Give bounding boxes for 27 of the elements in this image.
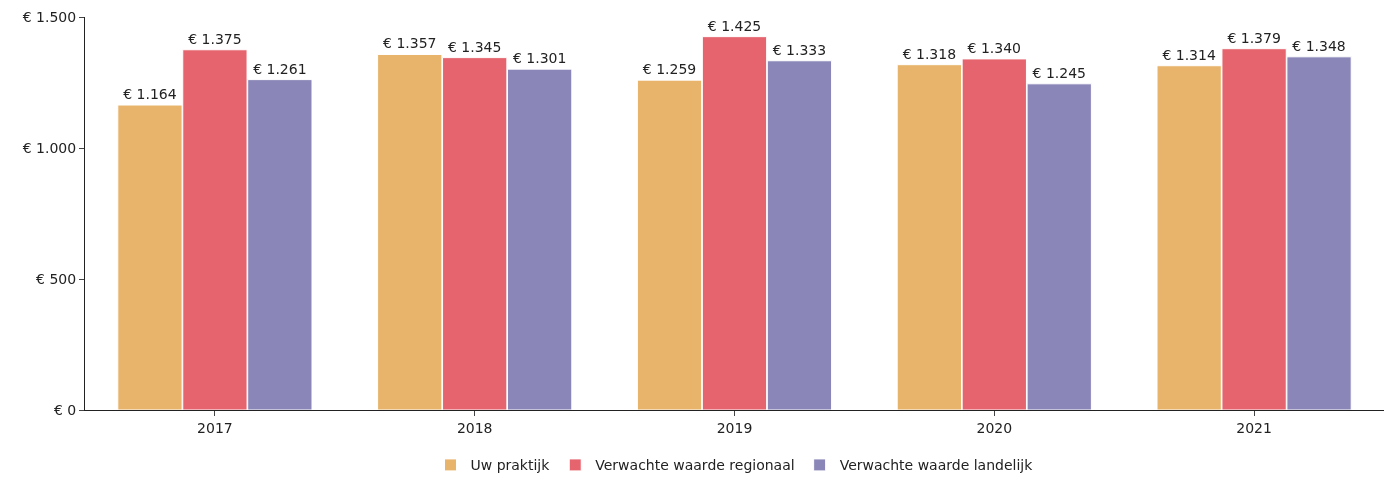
x-tick-label: 2017 (197, 419, 233, 436)
x-tick-label: 2019 (716, 419, 753, 436)
y-tick-label: € 1.500 (22, 8, 77, 25)
y-tick-label: € 0 (53, 401, 77, 418)
data-label: € 1.261 (253, 60, 307, 77)
x-tick-label: 2020 (976, 419, 1013, 436)
legend-label: Verwachte waarde regionaal (595, 457, 795, 474)
data-label: € 1.340 (967, 39, 1022, 56)
data-label: € 1.259 (642, 61, 697, 78)
data-label: € 1.425 (707, 17, 762, 34)
y-tick-label: € 1.000 (22, 139, 77, 156)
y-tick-label: € 500 (36, 270, 77, 287)
data-label: € 1.379 (1227, 29, 1281, 46)
x-tick-label: 2021 (1236, 419, 1272, 436)
data-label: € 1.333 (772, 41, 827, 58)
data-label: € 1.375 (188, 30, 242, 47)
data-label: € 1.245 (1032, 64, 1086, 81)
x-tick-label: 2018 (456, 419, 493, 436)
data-label: € 1.357 (383, 35, 437, 52)
legend-label: Verwachte waarde landelijk (839, 457, 1034, 474)
legend-label: Uw praktijk (470, 457, 551, 474)
data-label: € 1.348 (1292, 37, 1346, 54)
data-label: € 1.301 (512, 50, 567, 67)
data-label: € 1.345 (447, 38, 502, 55)
data-label: € 1.314 (1162, 46, 1216, 63)
data-label: € 1.164 (123, 86, 177, 103)
data-label: € 1.318 (902, 45, 957, 62)
